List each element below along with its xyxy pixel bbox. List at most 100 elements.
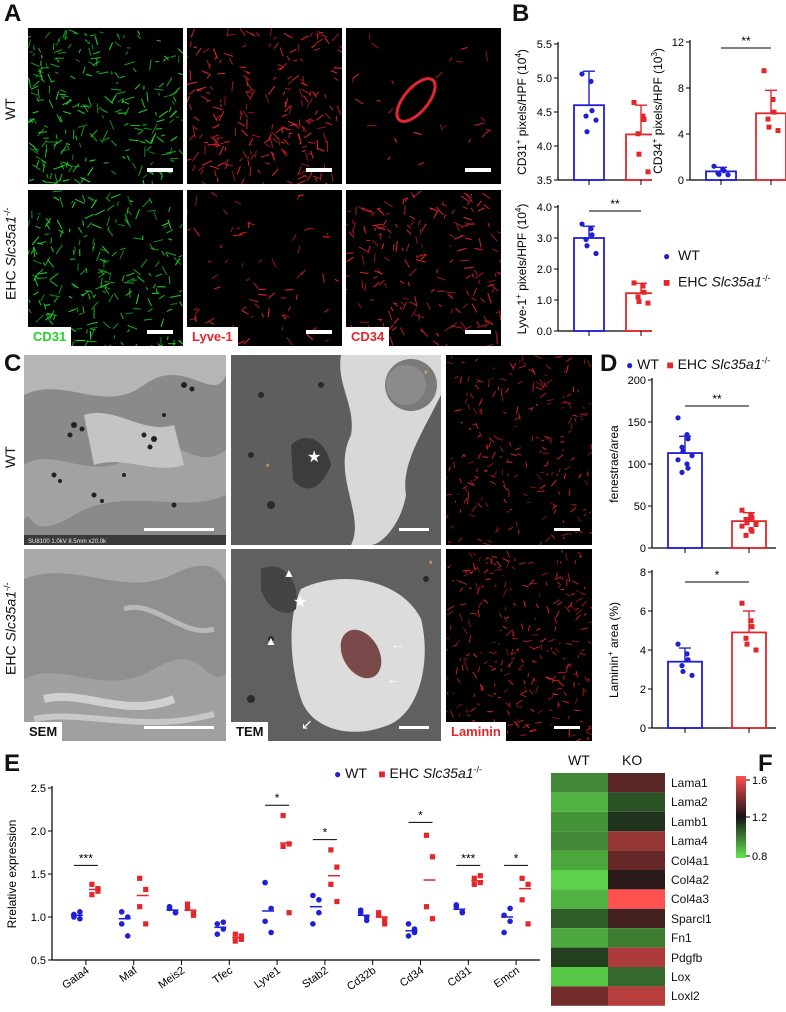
stain-label-cd34: CD34	[346, 327, 390, 346]
heatmap-cell	[608, 947, 665, 967]
data-point-ko	[328, 881, 334, 887]
data-point-ko	[477, 880, 483, 886]
heatmap-cell	[608, 811, 665, 832]
data-point-wt	[268, 929, 274, 936]
data-point-ko	[286, 910, 292, 916]
data-point	[749, 515, 755, 521]
data-point	[743, 532, 749, 538]
data-point	[584, 243, 590, 249]
heatmap-cell	[608, 986, 665, 1006]
data-point-ko	[190, 912, 197, 918]
y-tick-label: 1.0	[31, 912, 46, 924]
chart-b-lyve1: 0.0 1.0 2.0 3.0 4.0 Lyve-1+ pixels/HPF (104) *…	[514, 197, 652, 338]
y-axis-label: fenestrae/area	[607, 425, 621, 503]
tem-wt-image: ★ * *	[231, 355, 441, 545]
sem-wt-image: SU8100 1.0kV 8.5mm x20.0k	[24, 355, 226, 545]
data-point	[635, 294, 641, 300]
heatmap-cell	[608, 831, 665, 851]
y-tick-label: 2.5	[31, 783, 46, 795]
data-point-ko	[238, 936, 244, 942]
heatmap-cell	[608, 928, 665, 948]
colorbar-tick-label: 1.2	[752, 812, 767, 824]
data-point-ko	[471, 875, 477, 881]
data-point	[739, 600, 745, 606]
legend-b: ● WT ■ EHC Slc35a1-/-	[663, 244, 771, 294]
data-point	[685, 657, 691, 663]
data-point	[721, 168, 727, 174]
scale-bar	[306, 330, 332, 334]
data-point	[593, 250, 599, 257]
row-label-ko-a: EHC Slc35a1-/-	[2, 207, 19, 300]
heatmap-row-label: Lama1	[671, 776, 708, 790]
legend-e-ko: ■ EHC Slc35a1-/-	[378, 764, 483, 781]
data-point	[711, 163, 717, 169]
panel-label-d: D	[600, 350, 618, 377]
heatmap-row-label: Col4a3	[671, 892, 710, 907]
bar-wt	[667, 452, 703, 549]
heatmap-row-label: Fn1	[671, 931, 692, 946]
data-point	[771, 109, 777, 115]
scale-bar	[306, 168, 332, 172]
data-point	[775, 128, 781, 134]
data-point-wt	[405, 933, 412, 939]
row-label-wt-a: WT	[2, 98, 18, 120]
heatmap-cell	[551, 967, 608, 987]
data-point-ko	[423, 832, 430, 838]
data-point-ko	[184, 901, 191, 907]
laminin-ko-image: Laminin	[446, 549, 592, 741]
heatmap-cell	[551, 947, 608, 967]
data-point-ko	[334, 864, 340, 870]
x-tick-label: Emcn	[492, 965, 522, 991]
chart-d-laminin: 0 2 4 6 8 Laminin+ area (%) *	[606, 567, 776, 735]
data-point	[636, 299, 642, 305]
x-tick-label: Cd34	[398, 965, 426, 990]
data-point-ko	[95, 886, 101, 892]
y-tick-label: 5.5	[537, 39, 552, 51]
significance-label: **	[610, 197, 620, 211]
data-point-ko	[238, 933, 244, 939]
svg-text:*: *	[429, 559, 433, 569]
data-point	[635, 131, 641, 137]
significance-label: ***	[461, 851, 475, 865]
data-point-wt	[214, 931, 221, 937]
data-point-wt	[363, 914, 370, 920]
data-point	[766, 124, 772, 130]
data-point-wt	[405, 921, 412, 927]
heatmap-cell	[608, 792, 665, 812]
data-point	[761, 68, 767, 74]
data-point-wt	[118, 909, 125, 915]
scale-bar	[144, 528, 214, 531]
y-tick-label: 1.5	[31, 869, 46, 881]
data-point-wt	[411, 926, 418, 932]
y-tick-label: 0	[640, 723, 646, 735]
heatmap-cell	[608, 967, 665, 987]
stain-label-lyve1: Lyve-1	[187, 327, 238, 346]
data-point	[640, 113, 646, 119]
data-point-wt	[220, 919, 227, 925]
micrograph-wt-cd34	[346, 28, 501, 184]
y-tick-label: 8	[640, 567, 646, 579]
x-tick-label: Gata4	[60, 965, 91, 992]
heatmap-row-label: Lama4	[671, 834, 708, 849]
data-point	[716, 171, 722, 177]
heatmap-colorbar: 1.6 1.2 0.8	[736, 775, 767, 863]
chart-e: 0.5 1.0 1.5 2.0 2.5 Rrelative expression Gata4…	[5, 783, 540, 993]
data-point-ko	[429, 916, 436, 922]
significance-label: **	[741, 34, 751, 48]
y-tick-label: 4	[678, 129, 684, 141]
data-point	[680, 448, 686, 454]
heatmap-col-ko: KO	[622, 752, 643, 768]
y-tick-label: 2.0	[537, 264, 552, 276]
panel-label-f: F	[758, 750, 773, 777]
data-point	[679, 469, 685, 475]
data-point-ko	[382, 916, 388, 923]
svg-text:▲: ▲	[265, 634, 277, 648]
svg-text:*: *	[424, 369, 428, 379]
data-point-ko	[382, 921, 388, 927]
row-label-ko-c: EHC Slc35a1-/-	[2, 582, 19, 675]
data-point-wt	[77, 909, 83, 915]
data-point	[631, 99, 637, 105]
micrograph-ko-cd34: CD34	[346, 190, 501, 346]
data-point-wt	[220, 926, 227, 932]
data-point-ko	[89, 881, 95, 887]
